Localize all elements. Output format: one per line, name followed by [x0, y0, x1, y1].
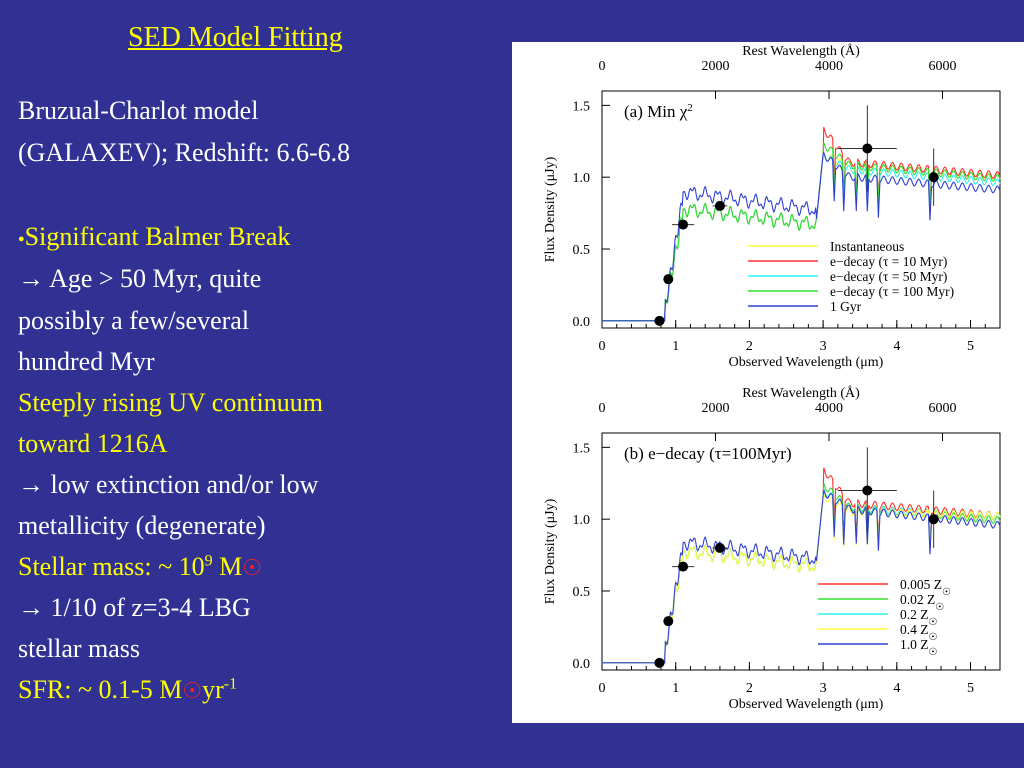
data-point	[663, 274, 674, 285]
x-tick-label: 5	[967, 339, 974, 354]
data-point	[654, 315, 665, 326]
x-tick-label: 5	[967, 681, 974, 696]
legend-entry-4: e−decay (τ = 100 Myr)	[830, 284, 954, 299]
solar-symbol-icon: ☉	[929, 632, 938, 643]
sun-symbol-icon: ☉	[242, 555, 263, 580]
legend-entry-3: e−decay (τ = 50 Myr)	[830, 269, 947, 284]
x-axis-label: Observed Wavelength (μm)	[729, 697, 884, 712]
x-tick-label: 1	[672, 681, 679, 696]
plot-frame	[601, 432, 1001, 671]
y-axis-label: Flux Density (μJy)	[543, 156, 558, 262]
stellar-mass-unit: M	[212, 552, 243, 581]
top-axis-label: Rest Wavelength (Å)	[742, 43, 860, 59]
bullet-icon: ●	[18, 233, 25, 246]
data-point	[862, 143, 873, 154]
x-tick-label: 3	[820, 339, 827, 354]
sed-figure: 0 1 2 3 4 5 Observed Wavelength (μm) 0 2000 4000 6…	[512, 42, 1024, 723]
y-axis-label: Flux Density (μJy)	[543, 498, 558, 604]
top-axis-label: Rest Wavelength (Å)	[742, 385, 860, 401]
y-tick-label: 0.5	[573, 585, 591, 600]
text-line-3: ●Significant Balmer Break	[18, 222, 290, 252]
series-line-2	[602, 482, 1001, 664]
sfr-unit: yr	[202, 675, 224, 704]
stellar-mass-exponent: 9	[204, 552, 213, 570]
x-tick-label: 1	[672, 339, 679, 354]
text-line-12: → 1/10 of z=3-4 LBG	[18, 593, 251, 622]
x-tick-label: 2	[746, 681, 753, 696]
top-tick-label: 6000	[929, 401, 957, 416]
data-point	[862, 485, 873, 496]
data-point	[714, 200, 725, 211]
text-line-10: metallicity (degenerate)	[18, 511, 266, 540]
data-point	[714, 542, 725, 553]
panel-label: (a) Min χ2	[624, 102, 693, 121]
y-tick-label: 0.0	[573, 657, 591, 672]
text-line-5: possibly a few/several	[18, 306, 250, 335]
text-line-11: Stellar mass: ~ 109 M☉	[18, 552, 262, 582]
text-line-4: → Age > 50 Myr, quite	[18, 264, 262, 293]
y-tick-label: 1.0	[573, 171, 591, 186]
x-tick-label: 0	[599, 681, 606, 696]
legend-entry-2: e−decay (τ = 10 Myr)	[830, 254, 947, 269]
solar-symbol-icon: ☉	[929, 617, 938, 628]
legend-entry-1: Instantaneous	[830, 239, 904, 254]
chart-panel-1: 0 1 2 3 4 5 Observed Wavelength (μm) 0 2000 4000 6…	[543, 43, 1001, 370]
x-tick-label: 3	[820, 681, 827, 696]
chart-panel-2: 0 1 2 3 4 5 Observed Wavelength (μm) 0 2000 4000 6…	[543, 385, 1001, 712]
stellar-mass-text: Stellar mass: ~ 10	[18, 552, 205, 581]
x-tick-label: 4	[893, 339, 900, 354]
text-line-6: hundred Myr	[18, 347, 155, 376]
top-tick-label: 2000	[702, 401, 730, 416]
x-tick-label: 0	[599, 339, 606, 354]
top-tick-label: 0	[599, 59, 606, 74]
y-tick-label: 0.5	[573, 243, 591, 258]
y-tick-label: 0.0	[573, 315, 591, 330]
y-tick-label: 1.5	[573, 441, 591, 456]
top-tick-label: 0	[599, 401, 606, 416]
sfr-text: SFR: ~ 0.1-5 M	[18, 675, 183, 704]
solar-symbol-icon: ☉	[935, 602, 944, 613]
panel-label: (b) e−decay (τ=100Myr)	[624, 444, 792, 463]
text-line-7: Steeply rising UV continuum	[18, 388, 324, 417]
text-line-2: (GALAXEV); Redshift: 6.6-6.8	[18, 138, 351, 167]
text-line-8: toward 1216A	[18, 429, 168, 458]
data-point	[928, 514, 939, 525]
solar-symbol-icon: ☉	[942, 587, 951, 598]
sun-symbol-icon: ☉	[182, 678, 203, 703]
legend-entry-5: 1 Gyr	[830, 299, 862, 314]
balmer-text: Significant Balmer Break	[24, 222, 291, 251]
panel-label-superscript: 2	[687, 102, 693, 114]
data-point	[663, 616, 674, 627]
solar-symbol-icon: ☉	[929, 647, 938, 658]
sfr-exponent: -1	[223, 675, 238, 693]
top-tick-label: 6000	[929, 59, 957, 74]
data-point	[678, 219, 689, 230]
text-line-1: Bruzual-Charlot model	[18, 96, 259, 125]
top-tick-label: 2000	[702, 59, 730, 74]
sed-figure-svg: 0 1 2 3 4 5 Observed Wavelength (μm) 0 2000 4000 6…	[543, 43, 1001, 712]
x-tick-label: 2	[746, 339, 753, 354]
text-line-14: SFR: ~ 0.1-5 M☉yr-1	[18, 675, 237, 705]
top-tick-label: 4000	[815, 59, 843, 74]
y-tick-label: 1.5	[573, 99, 591, 114]
text-line-13: stellar mass	[18, 634, 141, 663]
x-axis-label: Observed Wavelength (μm)	[729, 355, 884, 370]
plot-frame	[601, 90, 1001, 329]
y-tick-label: 1.0	[573, 513, 591, 528]
top-tick-label: 4000	[815, 401, 843, 416]
text-line-9: → low extinction and/or low	[18, 470, 319, 499]
slide-title: SED Model Fitting	[128, 22, 343, 53]
data-point	[928, 172, 939, 183]
data-point	[678, 561, 689, 572]
data-point	[654, 657, 665, 668]
x-tick-label: 4	[893, 681, 900, 696]
